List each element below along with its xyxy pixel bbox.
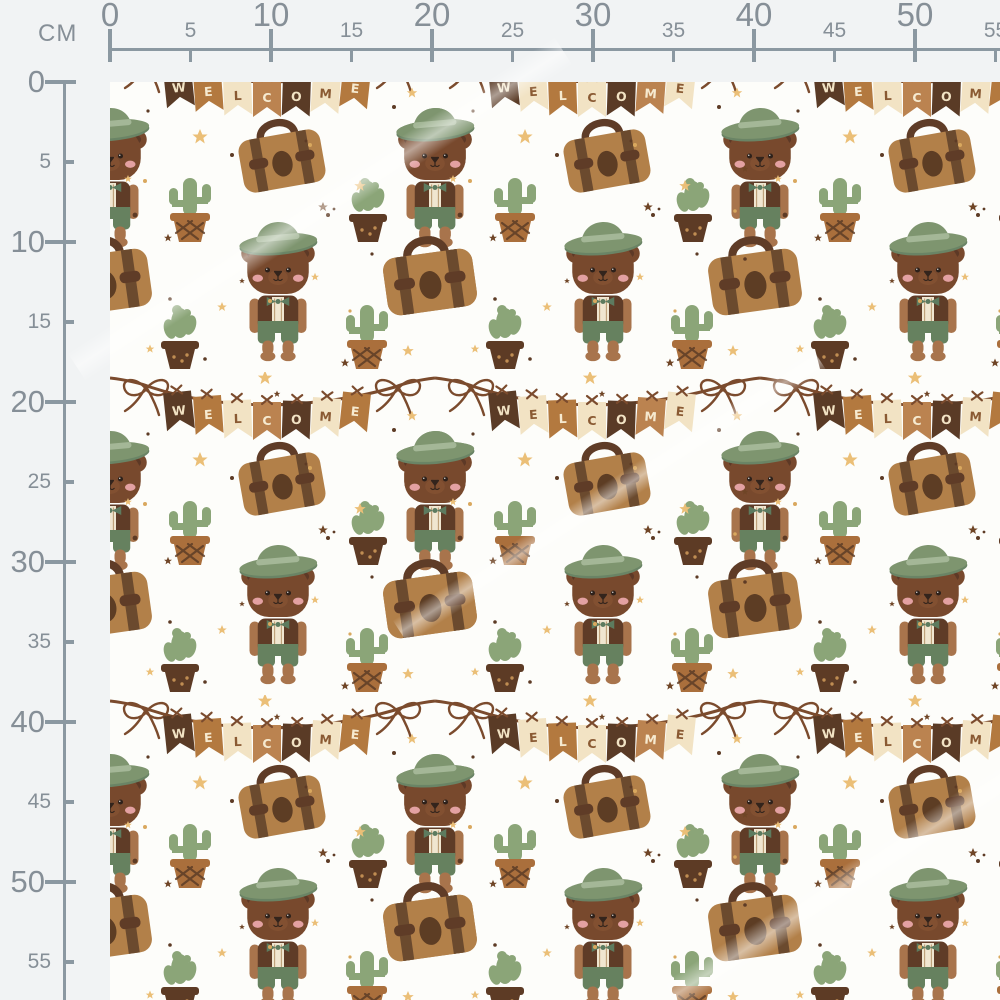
ruler-tick — [510, 49, 515, 62]
ruler-tick — [188, 49, 193, 62]
fabric-pattern-swatch[interactable]: WELCOME WELCOME — [67, 36, 1000, 1000]
ruler-tick — [832, 49, 837, 62]
ruler-tick-label: 20 — [10, 383, 45, 419]
ruler-tick — [63, 640, 74, 644]
ruler-tick-label: 25 — [27, 470, 51, 494]
ruler-tick-label: 50 — [896, 0, 934, 33]
ruler-tick-label: 35 — [661, 19, 686, 42]
ruler-tick-label: 0 — [27, 63, 45, 99]
ruler-tick-label: 35 — [27, 630, 51, 654]
ruler-tick — [63, 480, 74, 484]
ruler-tick-label: 55 — [27, 950, 51, 974]
ruler-tick — [671, 49, 676, 62]
ruler-tick — [63, 160, 74, 164]
ruler-tick-label: 5 — [39, 150, 51, 174]
ruler-horizontal-line — [110, 47, 1000, 51]
ruler-unit-label: CM — [38, 20, 78, 47]
ruler-tick — [45, 720, 76, 724]
ruler-tick — [63, 320, 74, 324]
ruler-tick-label: 55 — [983, 19, 1000, 42]
ruler-tick-label: 25 — [500, 19, 525, 42]
ruler-tick-label: 30 — [574, 0, 612, 33]
ruler-tick — [993, 49, 998, 62]
ruler-tick — [63, 960, 74, 964]
ruler-tick — [45, 880, 76, 884]
ruler-tick-label: 30 — [10, 543, 45, 579]
ruler-tick — [913, 29, 917, 62]
ruler-tick — [108, 29, 112, 62]
ruler-tick-label: 20 — [413, 0, 451, 33]
ruler-tick-label: 15 — [339, 19, 364, 42]
ruler-tick-label: 45 — [822, 19, 847, 42]
ruler-tick — [45, 400, 76, 404]
ruler-tick-label: 40 — [10, 703, 45, 739]
ruler-tick-label: 50 — [10, 863, 45, 899]
ruler-tick — [349, 49, 354, 62]
ruler-tick-label: 40 — [735, 0, 773, 33]
ruler-tick — [45, 560, 76, 564]
ruler-tick — [269, 29, 273, 62]
ruler-tick — [63, 800, 74, 804]
ruler-tick — [45, 80, 76, 84]
ruler-tick — [752, 29, 756, 62]
ruler-tick — [45, 240, 76, 244]
ruler-tick-label: 10 — [252, 0, 290, 33]
ruler-tick-label: 45 — [27, 790, 51, 814]
ruler-tick-label: 15 — [27, 310, 51, 334]
ruler-tick-label: 0 — [100, 0, 120, 33]
ruler-vertical-line — [62, 80, 66, 1000]
ruler-tick-label: 10 — [10, 223, 45, 259]
ruler-tick — [430, 29, 434, 62]
ruler-tick-label: 5 — [184, 19, 197, 42]
ruler-tick — [591, 29, 595, 62]
